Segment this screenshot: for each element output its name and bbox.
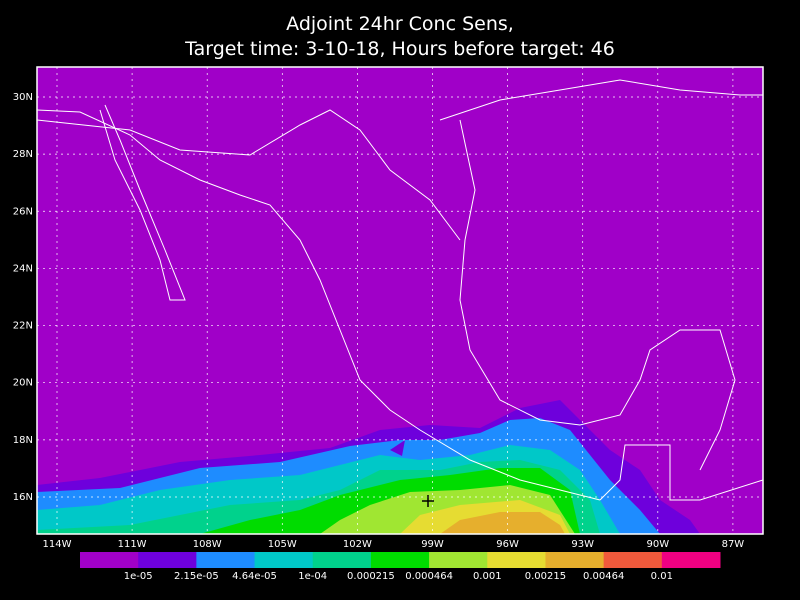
lat-label: 18N [13, 435, 33, 446]
lon-label: 99W [421, 539, 444, 550]
colorbar-swatch [661, 552, 721, 568]
lat-label: 22N [13, 321, 33, 332]
colorbar-label: 0.000215 [347, 571, 395, 582]
contour [440, 512, 565, 534]
colorbar: 1e-05 2.15e-05 4.64e-05 1e-04 0.000215 0.0004… [80, 552, 721, 582]
lon-label: 108W [193, 539, 222, 550]
lat-label: 16N [13, 492, 33, 503]
colorbar-label: 0.000464 [405, 571, 453, 582]
lon-label: 105W [268, 539, 297, 550]
grid [37, 67, 763, 534]
lon-label: 114W [43, 539, 72, 550]
border [599, 444, 763, 501]
colorbar-label: 0.01 [651, 571, 673, 582]
lon-label: 102W [343, 539, 372, 550]
colorbar-swatch [603, 552, 663, 568]
colorbar-swatch [254, 552, 314, 568]
colorbar-swatch [487, 552, 546, 568]
colorbar-swatch [545, 552, 605, 568]
colorbar-swatch [312, 552, 372, 568]
colorbar-label: 4.64e-05 [232, 571, 277, 582]
coastline [99, 104, 186, 301]
title-line2: Target time: 3-10-18, Hours before targe… [184, 38, 615, 60]
colorbar-label: 2.15e-05 [174, 571, 219, 582]
coastline [439, 79, 763, 121]
lon-label: 93W [571, 539, 594, 550]
lat-label: 30N [13, 92, 33, 103]
colorbar-swatch [138, 552, 197, 568]
colorbar-swatch [429, 552, 488, 568]
lon-label: 90W [646, 539, 669, 550]
colorbar-swatch [370, 552, 430, 568]
lat-label: 20N [13, 378, 33, 389]
title-line1: Adjoint 24hr Conc Sens, [286, 13, 514, 35]
colorbar-swatch [196, 552, 256, 568]
colorbar-swatch [80, 552, 139, 568]
colorbar-label: 0.00215 [525, 571, 566, 582]
contour [390, 440, 405, 456]
lat-label: 28N [13, 149, 33, 160]
colorbar-label: 1e-05 [124, 571, 153, 582]
lat-label: 26N [13, 206, 33, 217]
lat-label: 24N [13, 263, 33, 274]
border [37, 109, 461, 241]
axis-labels: 30N 28N 26N 24N 22N 20N 18N 16N 114W 111W 108W 105W… [13, 92, 745, 550]
colorbar-label: 0.001 [473, 571, 502, 582]
map-area [37, 67, 763, 534]
lon-label: 87W [722, 539, 745, 550]
lon-label: 96W [496, 539, 519, 550]
coastline [37, 109, 601, 501]
target-marker [422, 495, 434, 507]
map-frame [36, 66, 764, 535]
colorbar-label: 1e-04 [298, 571, 327, 582]
colorbar-label: 0.00464 [583, 571, 624, 582]
coastline [459, 119, 736, 471]
lon-label: 111W [118, 539, 147, 550]
